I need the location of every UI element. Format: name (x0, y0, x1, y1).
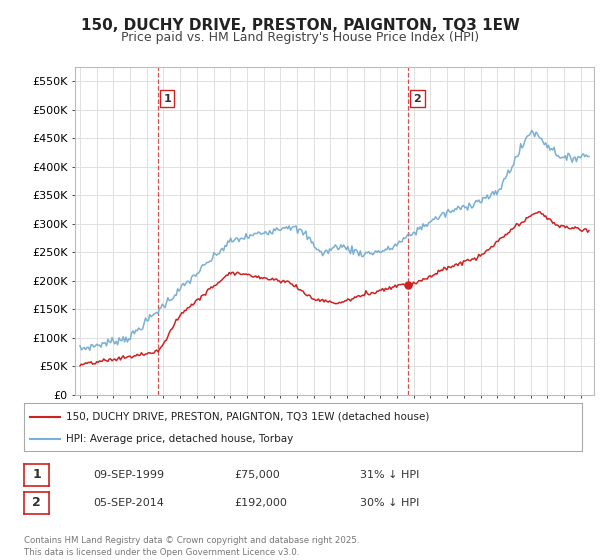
Text: 30% ↓ HPI: 30% ↓ HPI (360, 498, 419, 508)
Text: Contains HM Land Registry data © Crown copyright and database right 2025.
This d: Contains HM Land Registry data © Crown c… (24, 536, 359, 557)
Text: 31% ↓ HPI: 31% ↓ HPI (360, 470, 419, 480)
Text: 1: 1 (163, 94, 171, 104)
Text: Price paid vs. HM Land Registry's House Price Index (HPI): Price paid vs. HM Land Registry's House … (121, 31, 479, 44)
Text: HPI: Average price, detached house, Torbay: HPI: Average price, detached house, Torb… (66, 434, 293, 444)
Text: 05-SEP-2014: 05-SEP-2014 (93, 498, 164, 508)
Text: 150, DUCHY DRIVE, PRESTON, PAIGNTON, TQ3 1EW (detached house): 150, DUCHY DRIVE, PRESTON, PAIGNTON, TQ3… (66, 412, 429, 422)
Text: 2: 2 (32, 496, 41, 510)
Text: 150, DUCHY DRIVE, PRESTON, PAIGNTON, TQ3 1EW: 150, DUCHY DRIVE, PRESTON, PAIGNTON, TQ3… (80, 18, 520, 33)
Text: 2: 2 (413, 94, 421, 104)
Text: £75,000: £75,000 (234, 470, 280, 480)
Text: 09-SEP-1999: 09-SEP-1999 (93, 470, 164, 480)
Text: £192,000: £192,000 (234, 498, 287, 508)
Text: 1: 1 (32, 468, 41, 482)
